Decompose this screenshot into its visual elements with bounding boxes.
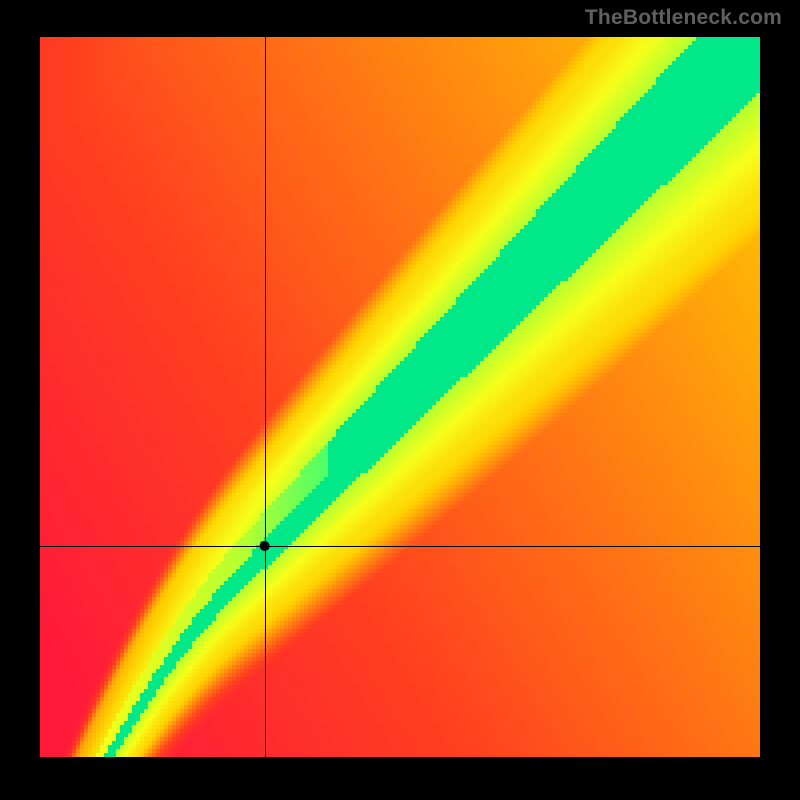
bottleneck-heatmap [40,37,760,757]
watermark-text: TheBottleneck.com [585,6,782,30]
